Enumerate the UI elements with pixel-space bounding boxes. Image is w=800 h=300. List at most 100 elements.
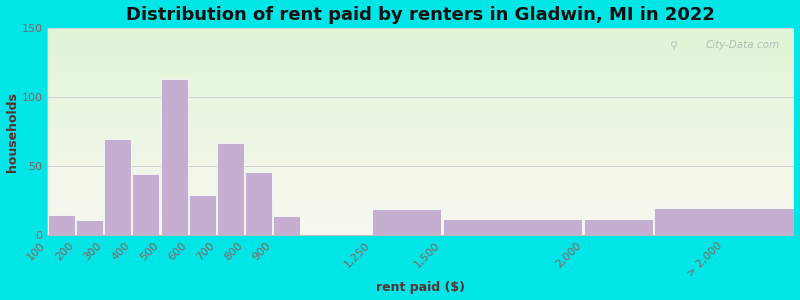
Bar	[47, 86, 794, 87]
Bar	[47, 195, 794, 196]
Bar	[47, 153, 794, 154]
Bar	[47, 35, 794, 36]
Bar	[47, 61, 794, 62]
Bar	[47, 194, 794, 195]
Bar	[47, 85, 794, 86]
Bar	[47, 146, 794, 147]
Bar	[47, 125, 794, 126]
Bar	[47, 87, 794, 88]
Bar	[47, 96, 794, 98]
Bar	[47, 150, 794, 151]
Bar	[47, 179, 794, 180]
Bar	[47, 101, 794, 103]
Bar	[47, 227, 794, 228]
Bar	[47, 73, 794, 74]
Bar	[47, 130, 794, 132]
Bar	[47, 121, 794, 122]
Bar	[47, 228, 794, 229]
Bar	[47, 59, 794, 60]
Bar	[47, 92, 794, 93]
Bar	[47, 33, 794, 34]
Bar	[47, 141, 794, 142]
Bar	[47, 119, 794, 120]
Bar	[47, 192, 794, 193]
Bar	[47, 167, 794, 168]
Bar	[47, 199, 794, 200]
Bar	[372, 209, 442, 236]
Bar	[47, 105, 794, 106]
Y-axis label: households: households	[6, 92, 18, 172]
Bar	[47, 173, 794, 174]
Bar	[47, 67, 794, 68]
Bar	[47, 149, 794, 150]
Bar	[47, 28, 794, 29]
Bar	[47, 140, 794, 141]
Bar	[47, 51, 794, 52]
Bar	[47, 221, 794, 222]
Bar	[47, 70, 794, 71]
Bar	[47, 82, 794, 83]
Bar	[47, 170, 794, 171]
Bar	[47, 184, 794, 186]
Bar	[47, 147, 794, 148]
Bar	[47, 94, 794, 95]
Bar	[47, 214, 794, 216]
Bar	[47, 52, 794, 53]
Bar	[47, 32, 794, 33]
Bar	[47, 198, 794, 199]
Bar	[47, 116, 794, 117]
Bar	[47, 216, 794, 217]
Bar	[442, 219, 582, 236]
Bar	[47, 224, 794, 225]
Bar	[47, 159, 794, 160]
Bar	[47, 203, 794, 204]
Bar	[47, 83, 794, 84]
Bar	[47, 187, 794, 188]
Bar	[47, 189, 794, 190]
Bar	[47, 108, 794, 109]
Bar	[47, 54, 794, 55]
Bar	[47, 188, 794, 189]
Bar	[47, 168, 794, 169]
Bar	[47, 111, 794, 112]
Bar	[47, 232, 794, 233]
Bar	[47, 50, 794, 51]
Bar	[47, 89, 794, 90]
Bar	[47, 207, 794, 208]
Bar	[47, 95, 794, 96]
Bar	[47, 106, 794, 107]
Bar	[47, 226, 794, 227]
Bar	[47, 55, 794, 56]
Bar	[47, 29, 794, 30]
Bar	[47, 234, 794, 236]
Bar	[47, 174, 794, 175]
Bar	[274, 216, 301, 236]
Bar	[47, 233, 794, 234]
Text: ⚲: ⚲	[670, 40, 678, 50]
Bar	[47, 71, 794, 73]
Bar	[47, 137, 794, 138]
Bar	[47, 231, 794, 232]
Bar	[47, 117, 794, 118]
Bar	[47, 154, 794, 155]
Bar	[47, 34, 794, 35]
Bar	[47, 142, 794, 143]
Bar	[47, 79, 794, 80]
Bar	[47, 65, 794, 66]
Bar	[583, 219, 653, 236]
Bar	[47, 40, 794, 41]
Bar	[47, 114, 794, 115]
Bar	[47, 118, 794, 119]
Bar	[47, 90, 794, 91]
Bar	[47, 66, 794, 67]
Bar	[47, 100, 794, 101]
Bar	[47, 68, 794, 69]
Bar	[48, 214, 75, 236]
Bar	[47, 91, 794, 92]
Bar	[47, 113, 794, 114]
Bar	[47, 64, 794, 65]
Bar	[47, 115, 794, 116]
Bar	[47, 122, 794, 123]
Bar	[47, 37, 794, 38]
Bar	[47, 169, 794, 170]
